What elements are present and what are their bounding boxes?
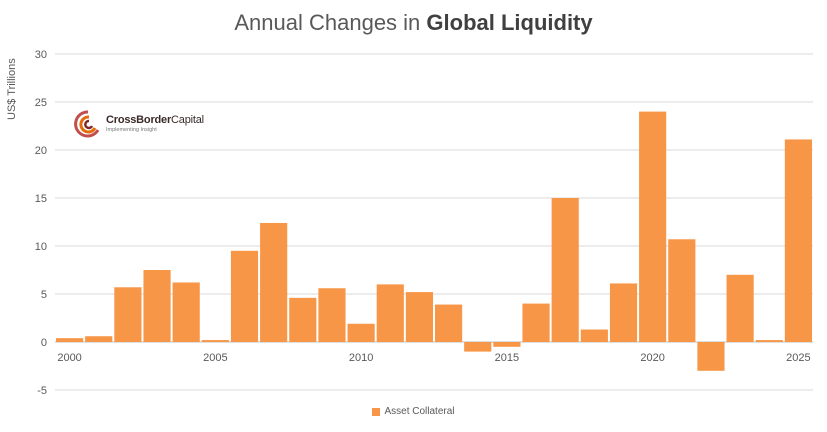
bar-2018 bbox=[580, 329, 608, 342]
bar-2023 bbox=[726, 274, 754, 342]
legend-swatch bbox=[372, 407, 381, 416]
bar-2006 bbox=[230, 250, 259, 342]
x-tick-label: 2005 bbox=[203, 352, 227, 364]
x-tick-label: 2020 bbox=[640, 352, 664, 364]
bar-2016 bbox=[522, 303, 550, 342]
legend-label: Asset Collateral bbox=[384, 406, 455, 417]
x-tick-label: 2015 bbox=[495, 352, 519, 364]
legend: Asset Collateral bbox=[0, 406, 827, 417]
brand-logo: CrossBorderCapital Implementing Insight bbox=[74, 110, 204, 138]
bar-2024 bbox=[755, 340, 783, 342]
bar-2011 bbox=[376, 284, 404, 342]
bar-2004 bbox=[172, 282, 200, 342]
logo-tagline: Implementing Insight bbox=[106, 126, 157, 133]
bar-2015 bbox=[493, 342, 521, 347]
y-tick-label: 25 bbox=[35, 97, 47, 109]
bar-2008 bbox=[289, 297, 317, 342]
bar-2025 bbox=[784, 139, 812, 342]
bar-2002 bbox=[114, 287, 142, 342]
bar-2001 bbox=[85, 336, 113, 342]
bar-2014 bbox=[464, 342, 492, 352]
crossborder-logo-icon bbox=[74, 110, 100, 138]
bar-2013 bbox=[435, 304, 463, 342]
x-tick-label: 2010 bbox=[349, 352, 373, 364]
bar-2012 bbox=[405, 292, 433, 342]
chart-title: Annual Changes in Global Liquidity bbox=[234, 10, 593, 35]
bar-2000 bbox=[56, 338, 84, 342]
bar-2017 bbox=[551, 198, 579, 342]
bar-2003 bbox=[143, 270, 171, 342]
bar-2021 bbox=[668, 239, 696, 342]
bar-2009 bbox=[318, 288, 346, 342]
x-tick-label: 2000 bbox=[57, 352, 81, 364]
bar-2019 bbox=[609, 283, 638, 342]
y-tick-label: 10 bbox=[35, 241, 47, 253]
bar-2005 bbox=[201, 340, 229, 342]
y-tick-label: -5 bbox=[37, 385, 47, 397]
y-tick-label: 30 bbox=[35, 49, 47, 61]
y-tick-label: 20 bbox=[35, 145, 47, 157]
bar-2020 bbox=[639, 111, 667, 342]
x-tick-label: 2025 bbox=[786, 352, 810, 364]
bar-2022 bbox=[697, 342, 725, 371]
bar-2010 bbox=[347, 323, 375, 342]
bar-2007 bbox=[260, 222, 288, 342]
logo-name: CrossBorderCapital bbox=[106, 113, 204, 126]
y-tick-label: 5 bbox=[41, 289, 47, 301]
y-tick-label: 0 bbox=[41, 337, 47, 349]
y-tick-label: 15 bbox=[35, 193, 47, 205]
